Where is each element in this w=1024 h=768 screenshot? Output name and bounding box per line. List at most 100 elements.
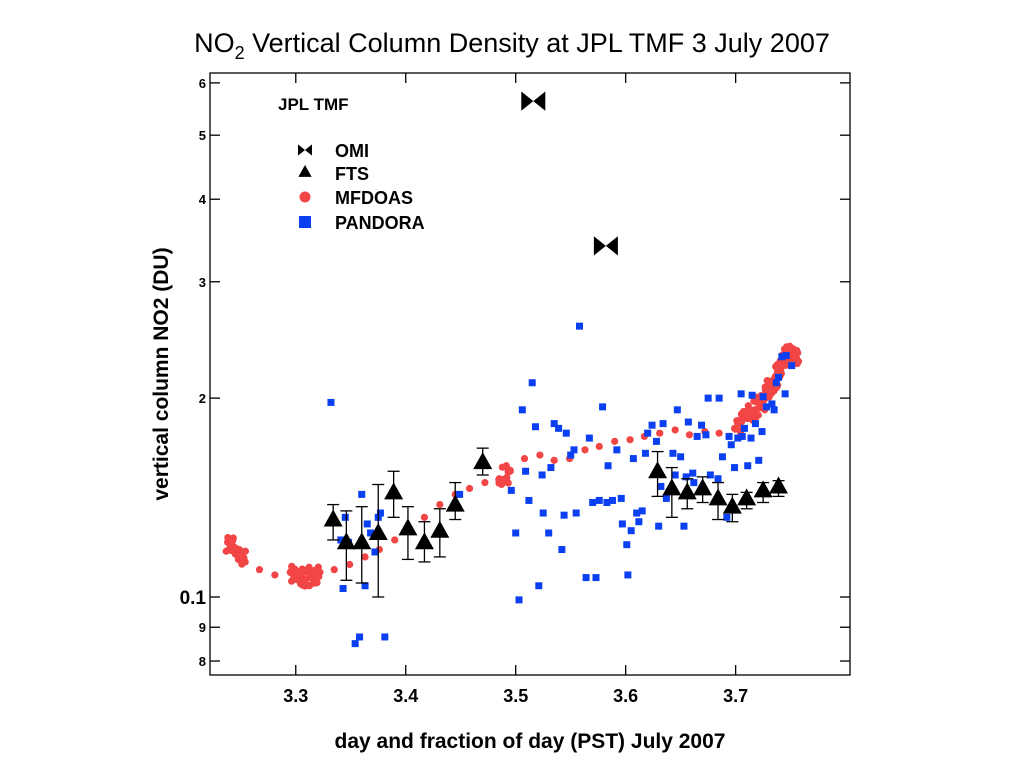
legend-label-mfdoas: MFDOAS xyxy=(335,188,413,208)
pandora-point xyxy=(702,431,710,439)
pandora-point xyxy=(723,513,731,521)
pandora-point xyxy=(592,574,600,582)
fts-point xyxy=(648,461,668,479)
pandora-point xyxy=(782,352,790,360)
mfdoas-point xyxy=(626,436,634,444)
mfdoas-point xyxy=(391,536,399,544)
pandora-point xyxy=(555,424,563,432)
pandora-point xyxy=(376,509,384,517)
mfdoas-point xyxy=(550,456,558,464)
pandora-point xyxy=(358,490,366,498)
pandora-point xyxy=(547,464,555,472)
chart-title: NO2 Vertical Column Density at JPL TMF 3… xyxy=(194,28,830,63)
pandora-point xyxy=(608,496,616,504)
pandora-point xyxy=(525,496,533,504)
fts-point xyxy=(662,478,682,496)
mfdoas-point xyxy=(241,558,249,566)
y-axis-label: vertical column NO2 (DU) xyxy=(150,247,173,500)
pandora-point xyxy=(595,496,603,504)
fts-point xyxy=(769,476,789,494)
pandora-point xyxy=(512,529,520,537)
pandora-point xyxy=(718,453,726,461)
pandora-point xyxy=(618,520,626,528)
mfdoas-point xyxy=(346,560,354,569)
pandora-point xyxy=(740,424,748,432)
pandora-point xyxy=(682,473,690,481)
legend-omi-icon xyxy=(298,144,312,156)
plot-frame xyxy=(209,72,851,676)
y-tick-label: 5 xyxy=(199,128,206,143)
fts-point xyxy=(368,522,388,540)
mfdoas-point xyxy=(754,411,762,419)
pandora-point xyxy=(356,633,364,641)
mfdoas-point xyxy=(671,426,679,434)
mfdoas-point xyxy=(506,467,514,475)
pandora-point xyxy=(629,455,637,463)
pandora-point xyxy=(655,522,663,530)
pandora-point xyxy=(585,434,593,442)
pandora-point xyxy=(731,464,739,472)
mfdoas-point xyxy=(611,437,619,445)
mfdoas-point xyxy=(656,429,664,437)
pandora-point xyxy=(738,432,746,440)
y-tick-label: 6 xyxy=(199,76,206,91)
pandora-point xyxy=(575,322,583,330)
fts-point xyxy=(445,494,465,512)
y-tick-label: 3 xyxy=(199,275,206,290)
pandora-point xyxy=(589,499,597,507)
pandora-point xyxy=(677,453,685,461)
pandora-point xyxy=(641,449,649,457)
y-tick-label: 9 xyxy=(199,620,206,635)
pandora-point xyxy=(662,494,670,502)
pandora-point xyxy=(627,527,635,535)
mfdoas-point xyxy=(420,513,429,521)
pandora-point xyxy=(613,446,621,454)
pandora-point xyxy=(327,398,335,406)
pandora-point xyxy=(341,513,349,521)
pandora-point xyxy=(772,379,780,387)
pandora-point xyxy=(599,403,607,411)
pandora-point xyxy=(744,462,752,470)
y-tick-label: 0.1 xyxy=(180,588,207,609)
pandora-point xyxy=(770,406,778,414)
pandora-point xyxy=(698,421,706,429)
mfdoas-point xyxy=(316,568,324,576)
pandora-point xyxy=(635,518,643,526)
legend: OMI FTS MFDOAS PANDORA xyxy=(298,141,425,233)
fts-point xyxy=(384,482,404,500)
legend-pandora-icon xyxy=(299,216,311,228)
pandora-point xyxy=(367,529,375,537)
fts-point xyxy=(693,478,713,496)
pandora-point xyxy=(361,582,369,590)
pandora-point xyxy=(638,507,646,515)
pandora-point xyxy=(727,441,735,449)
pandora-point xyxy=(363,520,371,528)
mfdoas-point xyxy=(520,454,529,463)
pandora-point xyxy=(690,479,698,487)
mfdoas-point xyxy=(536,451,544,459)
pandora-point xyxy=(689,469,697,477)
fts-point xyxy=(753,480,773,498)
fts-point xyxy=(323,509,343,527)
pandora-point xyxy=(673,406,681,414)
y-tick-label: 8 xyxy=(199,654,206,669)
pandora-point xyxy=(755,456,763,464)
mfdoas-point xyxy=(793,358,801,366)
omi-point xyxy=(521,91,546,111)
mfdoas-point xyxy=(288,577,296,585)
pandora-point xyxy=(734,434,742,442)
pandora-point xyxy=(775,373,783,381)
pandora-point xyxy=(515,596,523,604)
fts-point xyxy=(722,496,742,514)
mfdoas-point xyxy=(255,566,264,574)
pandora-point xyxy=(714,475,722,483)
pandora-point xyxy=(747,434,755,442)
mfdoas-point xyxy=(595,442,603,451)
pandora-point xyxy=(545,529,553,537)
x-tick-label: 3.6 xyxy=(613,686,638,706)
pandora-point xyxy=(768,400,776,408)
legend-label-fts: FTS xyxy=(335,164,369,184)
pandora-point xyxy=(669,449,677,457)
fts-point xyxy=(336,532,356,550)
